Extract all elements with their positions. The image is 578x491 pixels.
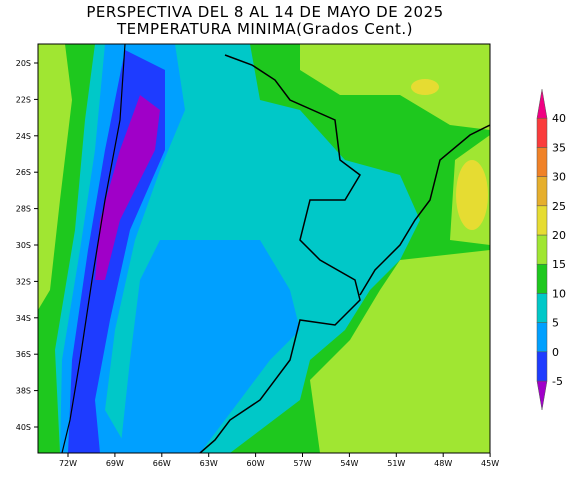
- lat-label: 36S: [16, 350, 31, 359]
- colorbar-segment: [536, 263, 548, 294]
- colorbar-segment: [536, 234, 548, 265]
- colorbar-label: 40: [552, 112, 566, 125]
- map-frame: [37, 43, 491, 454]
- colorbar-segment: [536, 205, 548, 236]
- colorbar-label: 5: [552, 317, 559, 330]
- colorbar-label: 15: [552, 258, 566, 271]
- colorbar-segment: [536, 117, 548, 148]
- field-lightblue: [120, 240, 300, 453]
- colorbar-label: 0: [552, 346, 559, 359]
- lat-label: 30S: [16, 241, 31, 250]
- coastline: [359, 124, 490, 296]
- field-yellowgreen: [38, 44, 72, 310]
- lon-label: 48W: [434, 459, 452, 468]
- lat-label: 20S: [16, 59, 31, 68]
- lon-label: 63W: [200, 459, 218, 468]
- lon-label: 45W: [481, 459, 499, 468]
- border: [61, 44, 126, 453]
- lat-label: 22S: [16, 95, 31, 104]
- lat-label: 38S: [16, 387, 31, 396]
- lon-label: 60W: [247, 459, 265, 468]
- colorbar-segment: [536, 147, 548, 177]
- colorbar-label: 25: [552, 200, 566, 213]
- lon-label: 69W: [106, 459, 124, 468]
- map-area: [38, 44, 490, 453]
- field-yellow: [456, 160, 488, 230]
- lat-label: 40S: [16, 423, 31, 432]
- lat-label: 26S: [16, 168, 31, 177]
- lat-label: 34S: [16, 314, 31, 323]
- border: [199, 54, 361, 453]
- lon-label: 72W: [59, 459, 77, 468]
- title: PERSPECTIVA DEL 8 AL 14 DE MAYO DE 2025: [86, 3, 443, 21]
- colorbar-label: 30: [552, 171, 566, 184]
- lon-label: 54W: [340, 459, 358, 468]
- field-purple: [95, 95, 160, 280]
- colorbar-label: 10: [552, 287, 566, 300]
- field-yellowgreen: [310, 250, 490, 453]
- field-yellow: [411, 79, 439, 95]
- field-yellowgreen: [300, 44, 490, 130]
- colorbar-segment: [536, 176, 548, 207]
- colorbar-label: 35: [552, 141, 566, 154]
- colorbar-label: -5: [552, 375, 563, 388]
- colorbar: -5 0 5 10 15 20 25 30 35 40: [536, 89, 566, 411]
- lat-label: 32S: [16, 277, 31, 286]
- lon-label: 66W: [153, 459, 171, 468]
- lat-labels: 20S 22S 24S 26S 28S 30S 32S 34S 36S 38S 40S: [16, 59, 38, 432]
- colorbar-segment: [536, 351, 548, 382]
- colorbar-cap: [536, 380, 548, 411]
- subtitle: TEMPERATURA MINIMA(Grados Cent.): [116, 20, 413, 38]
- colorbar-segment: [536, 293, 548, 323]
- lon-label: 57W: [293, 459, 311, 468]
- colorbar-label: 20: [552, 229, 566, 242]
- lon-label: 51W: [387, 459, 405, 468]
- lon-labels: 72W 69W 66W 63W 60W 57W 54W 51W 48W 45W: [59, 453, 499, 468]
- colorbar-segment: [536, 322, 548, 353]
- colorbar-cap: [536, 89, 548, 119]
- lat-label: 24S: [16, 132, 31, 141]
- lat-label: 28S: [16, 205, 31, 214]
